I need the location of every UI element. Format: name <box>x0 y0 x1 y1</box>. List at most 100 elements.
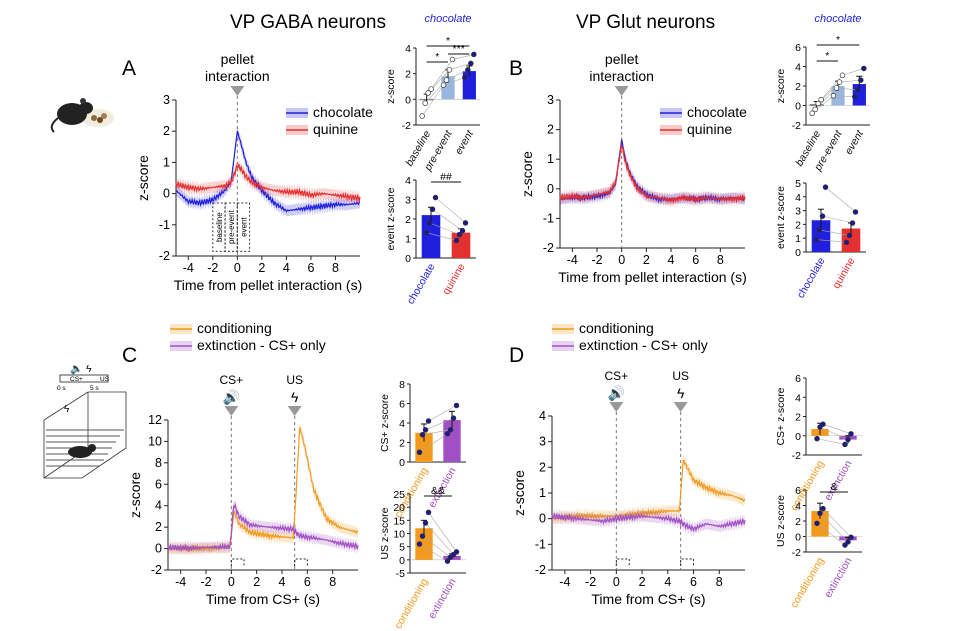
shock-icon: ϟ <box>64 404 70 415</box>
x-tick-label: 8 <box>329 575 336 589</box>
x-tick-label: -4 <box>567 253 578 267</box>
y-axis-label: CS+ z-score <box>379 394 391 452</box>
y-tick-label: -2 <box>543 241 554 255</box>
x-tick-label: 8 <box>716 575 723 589</box>
data-point <box>830 92 837 99</box>
A-bar2-chart: 4 3 2 1 0 event z-score chocolate quinine ## <box>385 171 476 306</box>
event-marker-triangle <box>287 406 302 416</box>
annotation-line1: pellet <box>221 51 255 67</box>
subject-line <box>822 508 852 538</box>
window-label: event <box>239 217 248 237</box>
B-bar2-chart: 5 4 32 1 0 event z-score chocolate quinine <box>775 178 866 300</box>
data-point <box>836 79 843 85</box>
y-tick-label: 2 <box>539 460 546 474</box>
window-bracket <box>680 558 695 566</box>
legend-label: extinction - CS+ only <box>579 337 708 353</box>
series-line-chocolate <box>175 130 361 213</box>
B-trace-chart: 3 2 1 0 -1 -2 -4 -2 0 2 4 6 8 Time from pellet intera… <box>519 51 747 285</box>
data-point <box>822 184 829 190</box>
subject-line <box>822 215 853 224</box>
data-point <box>432 194 439 201</box>
y-tick-label: 0 <box>795 101 801 113</box>
y-tick-label: 2 <box>795 81 801 93</box>
y-tick-label: 0 <box>405 94 411 106</box>
series-line-conditioning <box>551 459 746 522</box>
series-line-conditioning <box>167 427 359 554</box>
y-tick-label: 1 <box>795 233 801 245</box>
legend-label: quinine <box>687 121 732 137</box>
y-tick-label: 2 <box>795 516 801 528</box>
data-point <box>446 67 453 73</box>
series-line-extinction-cs-only <box>167 502 359 553</box>
heading-right: VP Glut neurons <box>576 12 715 33</box>
y-tick-label: -1 <box>535 537 546 551</box>
data-point <box>422 520 429 526</box>
significance-label: * <box>435 51 439 63</box>
C-trace-chart: 12 10 8 6 4 2 0 -2 -4 -2 0 2 4 6 8 Time from CS+ (s) z-s… <box>127 320 359 607</box>
data-point <box>416 449 423 456</box>
y-tick-label: 4 <box>155 499 162 513</box>
y-axis-label: z-score <box>135 155 151 201</box>
y-tick-label: -5 <box>396 568 405 580</box>
data-point <box>812 106 818 113</box>
y-tick-label: 4 <box>795 501 801 513</box>
x-tick-label: 4 <box>283 261 290 275</box>
subject-line <box>819 229 850 236</box>
event-marker-triangle <box>230 86 245 96</box>
y-tick-label: -2 <box>792 450 801 462</box>
y-tick-label: -1 <box>159 218 170 232</box>
y-tick-label: -1 <box>543 211 554 225</box>
data-point <box>425 418 432 424</box>
significance-label: * <box>836 34 840 46</box>
y-tick-label: 0 <box>795 247 801 259</box>
data-point <box>453 237 460 244</box>
series-sem-band <box>560 141 745 208</box>
y-axis-label: z-score <box>511 470 527 516</box>
category-label-conditioning: conditioning <box>392 576 430 631</box>
y-axis-label: event z-score <box>385 187 397 250</box>
panel-label-b: B <box>509 57 523 80</box>
speaker-icon: 🔊 <box>608 384 625 402</box>
subject-line <box>816 438 846 445</box>
panel-label-c: C <box>122 344 137 367</box>
schematic-t5: 5 s <box>90 385 99 392</box>
series-sem-band <box>168 421 358 557</box>
y-axis-label: z-score <box>385 69 397 104</box>
data-point <box>816 227 823 233</box>
annotation-line2: interaction <box>589 68 654 84</box>
y-tick-label: 2 <box>163 124 170 138</box>
data-point <box>419 113 425 119</box>
x-tick-label: 2 <box>643 253 650 267</box>
data-point <box>848 534 854 541</box>
subject-line <box>425 417 454 431</box>
data-point <box>842 441 848 448</box>
category-label-extinction: extinction <box>822 458 855 503</box>
subject-line <box>435 197 466 224</box>
y-axis-label: z-score <box>775 69 787 104</box>
y-axis-label: z-score <box>519 151 535 197</box>
y-tick-label: 15 <box>393 515 405 527</box>
y-tick-label: 4 <box>539 409 546 423</box>
chart-title: chocolate <box>814 13 861 25</box>
y-tick-label: 2 <box>795 412 801 424</box>
significance-label: ## <box>440 171 452 183</box>
y-tick-label: 2 <box>795 219 801 231</box>
y-tick-label: -2 <box>792 547 801 559</box>
category-label-chocolate: chocolate <box>795 255 828 300</box>
data-point <box>423 229 430 236</box>
y-tick-label: 8 <box>155 456 162 470</box>
category-label-conditioning: conditioning <box>788 458 826 513</box>
annotation-line2: interaction <box>205 68 270 84</box>
subject-line <box>425 522 454 555</box>
window-label: pre-event <box>227 209 236 244</box>
data-point <box>820 505 826 512</box>
series-line-quinine <box>559 145 746 204</box>
y-tick-label: 5 <box>399 542 405 554</box>
x-tick-label: 0 <box>234 261 241 275</box>
bar-chocolate <box>421 215 441 258</box>
legend-label: conditioning <box>579 320 654 336</box>
y-tick-label: 1 <box>547 152 554 166</box>
data-point <box>468 60 474 67</box>
